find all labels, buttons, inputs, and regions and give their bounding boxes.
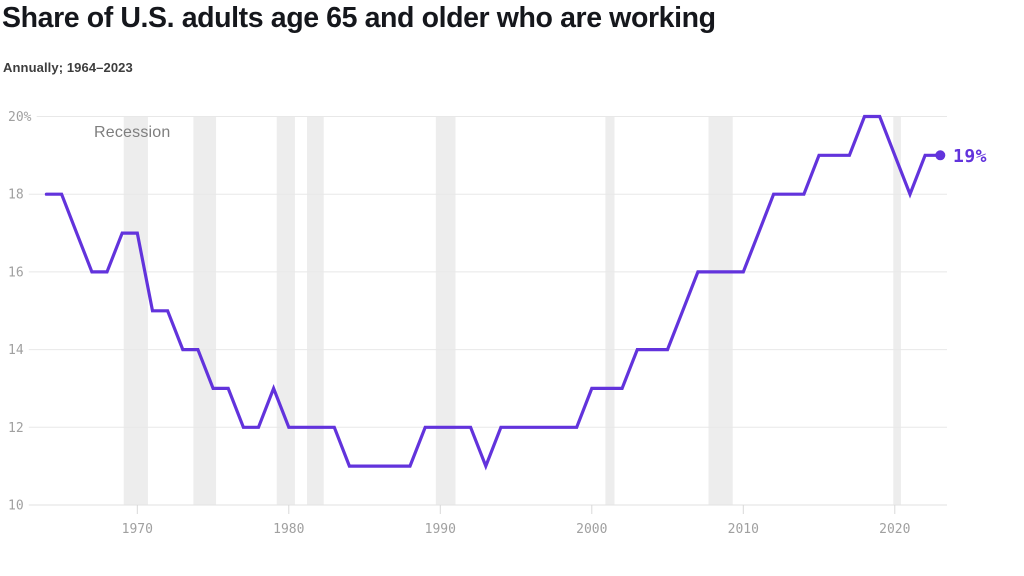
- recession-band: [193, 116, 217, 505]
- recession-band: [276, 116, 295, 505]
- y-tick-label: 16: [8, 265, 24, 280]
- recession-band: [123, 116, 148, 505]
- y-gridlines: [28, 116, 947, 428]
- x-tick-label: 1970: [122, 522, 153, 537]
- x-tick-label: 1980: [273, 522, 304, 537]
- chart-title: Share of U.S. adults age 65 and older wh…: [2, 2, 716, 34]
- recession-annotation: Recession: [94, 124, 171, 141]
- chart-subtitle: Annually; 1964–2023: [3, 60, 133, 75]
- end-value-label: 19%: [953, 146, 987, 167]
- recession-band: [708, 116, 733, 505]
- y-tick-label: 10: [8, 499, 24, 514]
- x-tick-label: 1990: [425, 522, 456, 537]
- y-tick-label: 20%: [8, 110, 32, 125]
- y-tick-label: 14: [8, 343, 24, 358]
- x-tick-label: 2010: [728, 522, 759, 537]
- y-axis-labels: 20% 18 16 14 12 10: [8, 110, 32, 514]
- x-axis-labels: 1970 1980 1990 2000 2010 2020: [122, 522, 911, 537]
- recession-band: [893, 116, 901, 505]
- y-tick-label: 12: [8, 421, 24, 436]
- end-point-dot: [935, 150, 946, 161]
- x-tick-marks: [136, 505, 896, 514]
- recession-band: [435, 116, 456, 505]
- recession-band: [605, 116, 615, 505]
- x-tick-label: 2020: [879, 522, 910, 537]
- trend-line: [44, 114, 942, 471]
- x-tick-label: 2000: [576, 522, 607, 537]
- y-tick-label: 18: [8, 188, 24, 203]
- recession-bands: [123, 116, 901, 505]
- recession-band: [307, 116, 324, 505]
